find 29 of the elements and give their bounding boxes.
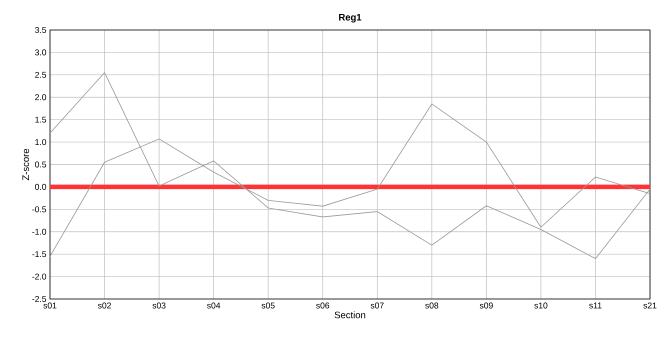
x-tick-label: s05	[262, 302, 275, 309]
y-tick-label: -0.5	[32, 206, 46, 212]
y-tick-label: 2.5	[35, 72, 46, 78]
x-tick-label: s09	[480, 302, 493, 309]
x-tick-label: s21	[643, 302, 656, 309]
line-series	[50, 72, 650, 260]
x-tick-label: s04	[207, 302, 220, 309]
y-tick-label: 3.0	[35, 49, 46, 56]
y-tick-label: 2.0	[35, 94, 46, 100]
x-tick-label: s03	[152, 302, 166, 309]
x-tick-label: s11	[589, 302, 602, 308]
x-axis-title: Section	[334, 311, 366, 318]
y-tick-label: 3.5	[35, 27, 46, 33]
x-tick-label: s02	[98, 302, 111, 309]
x-tick-label: s06	[316, 302, 330, 309]
x-tick-label: s10	[534, 302, 548, 309]
y-tick-label: -1.0	[32, 228, 46, 235]
x-tick-label: s01	[43, 302, 56, 309]
y-tick-label: -2.0	[32, 274, 46, 280]
chart-title: Reg1	[339, 14, 362, 22]
y-tick-label: -1.5	[32, 251, 46, 258]
y-tick-label: 1.0	[35, 139, 46, 146]
y-axis-title: Z-score	[22, 148, 30, 180]
y-tick-label: 0.0	[35, 184, 46, 190]
y-tick-label: -2.5	[32, 296, 46, 302]
y-tick-label: 1.5	[35, 116, 46, 123]
x-tick-label: s07	[370, 302, 384, 309]
x-tick-label: s08	[425, 302, 438, 309]
y-tick-label: 0.5	[35, 162, 46, 168]
